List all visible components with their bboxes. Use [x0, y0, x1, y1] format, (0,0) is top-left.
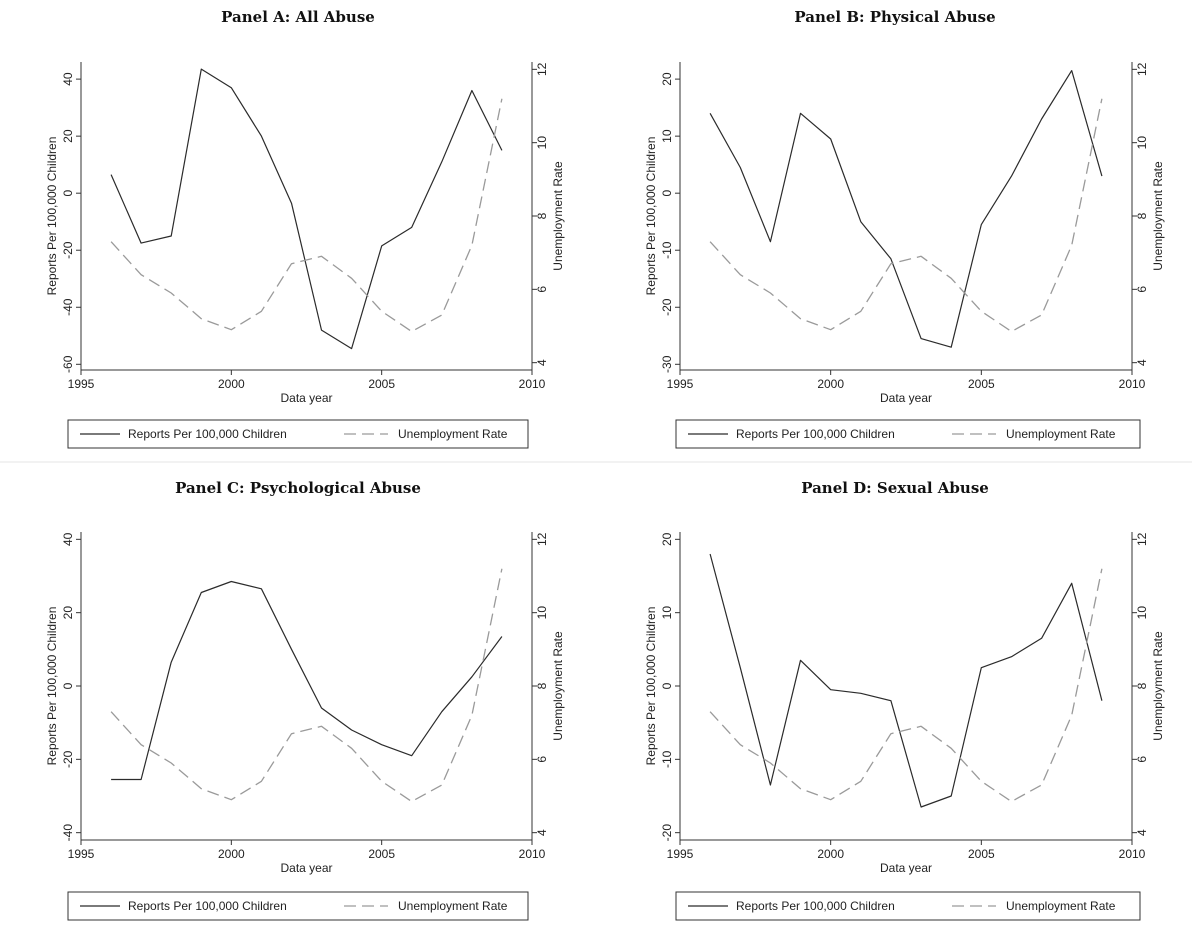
y2-tick-label: 4: [1135, 829, 1149, 836]
legend-label-unemployment: Unemployment Rate: [1006, 899, 1116, 913]
x-tick-label: 2010: [519, 847, 546, 861]
x-tick-label: 2000: [817, 847, 844, 861]
legend-box: [67, 419, 529, 449]
unemployment-rate-line: [110, 568, 503, 803]
panel-title: Panel C: Psychological Abuse: [175, 479, 421, 497]
y-tick-label: 0: [61, 682, 75, 689]
x-tick-label: 1995: [667, 377, 694, 391]
y-tick-label: 40: [61, 532, 75, 546]
y-tick-label: 10: [660, 129, 674, 143]
y-tick-label: -20: [61, 750, 75, 768]
y2-tick-label: 10: [1135, 136, 1149, 150]
x-tick-label: 2005: [368, 377, 395, 391]
legend-box: [67, 891, 529, 921]
x-axis-label: Data year: [880, 861, 932, 875]
x-tick-label: 2000: [218, 377, 245, 391]
x-tick-label: 2000: [817, 377, 844, 391]
y-axis-label: Reports Per 100,000 Children: [45, 137, 59, 296]
legend-label-reports: Reports Per 100,000 Children: [128, 899, 287, 913]
x-axis-label: Data year: [280, 861, 332, 875]
y2-tick-label: 6: [535, 756, 549, 763]
unemployment-rate-line: [709, 98, 1103, 333]
y-tick-label: -40: [61, 824, 75, 842]
x-axis-label: Data year: [880, 391, 932, 405]
y-tick-label: 0: [61, 190, 75, 197]
y2-tick-label: 10: [535, 606, 549, 620]
y-axis-label: Reports Per 100,000 Children: [644, 607, 658, 766]
reports-line: [110, 68, 503, 350]
y2-tick-label: 12: [535, 62, 549, 76]
y-tick-label: 20: [660, 72, 674, 86]
x-tick-label: 1995: [68, 847, 95, 861]
y2-tick-label: 6: [535, 286, 549, 293]
reports-line: [111, 580, 503, 781]
y2-tick-label: 8: [535, 212, 549, 219]
legend-box: [675, 419, 1141, 449]
y-tick-label: -60: [61, 355, 75, 373]
y-tick-label: 0: [660, 682, 674, 689]
y-tick-label: -10: [660, 750, 674, 768]
x-tick-label: 2010: [1119, 377, 1146, 391]
unemployment-rate-line: [709, 568, 1103, 803]
y-tick-label: 0: [660, 190, 674, 197]
y2-tick-label: 10: [1135, 606, 1149, 620]
y-tick-label: -20: [660, 824, 674, 842]
panel-title: Panel D: Sexual Abuse: [801, 479, 989, 497]
y2-axis-label: Unemployment Rate: [1151, 631, 1165, 741]
y2-tick-label: 12: [1135, 62, 1149, 76]
y-tick-label: -30: [660, 355, 674, 373]
x-tick-label: 2010: [1119, 847, 1146, 861]
y-tick-label: -10: [660, 241, 674, 259]
x-axis-label: Data year: [280, 391, 332, 405]
y-tick-label: -20: [61, 241, 75, 259]
unemployment-rate-line: [110, 98, 503, 333]
panel-title: Panel B: Physical Abuse: [794, 8, 995, 26]
legend-label-reports: Reports Per 100,000 Children: [128, 427, 287, 441]
y2-tick-label: 4: [1135, 359, 1149, 366]
reports-line: [709, 553, 1103, 808]
y-tick-label: -40: [61, 298, 75, 316]
panel-title: Panel A: All Abuse: [221, 8, 375, 26]
y-axis-label: Reports Per 100,000 Children: [644, 137, 658, 296]
y-axis-label: Reports Per 100,000 Children: [45, 607, 59, 766]
y2-tick-label: 12: [1135, 532, 1149, 546]
y2-axis-label: Unemployment Rate: [1151, 161, 1165, 271]
chart-panel-c: Panel C: Psychological Abuse 1995 2000 2005…: [45, 479, 565, 921]
x-tick-label: 2005: [968, 377, 995, 391]
y-tick-label: 20: [61, 129, 75, 143]
y-tick-label: 20: [61, 606, 75, 620]
x-tick-label: 1995: [667, 847, 694, 861]
y2-tick-label: 6: [1135, 756, 1149, 763]
y-tick-label: 40: [61, 72, 75, 86]
legend-label-unemployment: Unemployment Rate: [398, 427, 508, 441]
x-tick-label: 2000: [218, 847, 245, 861]
legend-box: [675, 891, 1141, 921]
x-tick-label: 2010: [519, 377, 546, 391]
y2-tick-label: 8: [535, 682, 549, 689]
legend-label-reports: Reports Per 100,000 Children: [736, 427, 895, 441]
x-tick-label: 2005: [368, 847, 395, 861]
y2-axis-label: Unemployment Rate: [551, 161, 565, 271]
x-tick-label: 2005: [968, 847, 995, 861]
y2-tick-label: 8: [1135, 682, 1149, 689]
reports-line: [709, 69, 1103, 348]
y-tick-label: -20: [660, 298, 674, 316]
y-tick-label: 10: [660, 606, 674, 620]
y-tick-label: 20: [660, 532, 674, 546]
x-tick-label: 1995: [68, 377, 95, 391]
y2-tick-label: 12: [535, 532, 549, 546]
legend-label-reports: Reports Per 100,000 Children: [736, 899, 895, 913]
y2-axis-label: Unemployment Rate: [551, 631, 565, 741]
y2-tick-label: 8: [1135, 212, 1149, 219]
y2-tick-label: 6: [1135, 286, 1149, 293]
legend-label-unemployment: Unemployment Rate: [398, 899, 508, 913]
y2-tick-label: 4: [535, 829, 549, 836]
legend-label-unemployment: Unemployment Rate: [1006, 427, 1116, 441]
y2-tick-label: 10: [535, 136, 549, 150]
y2-tick-label: 4: [535, 359, 549, 366]
